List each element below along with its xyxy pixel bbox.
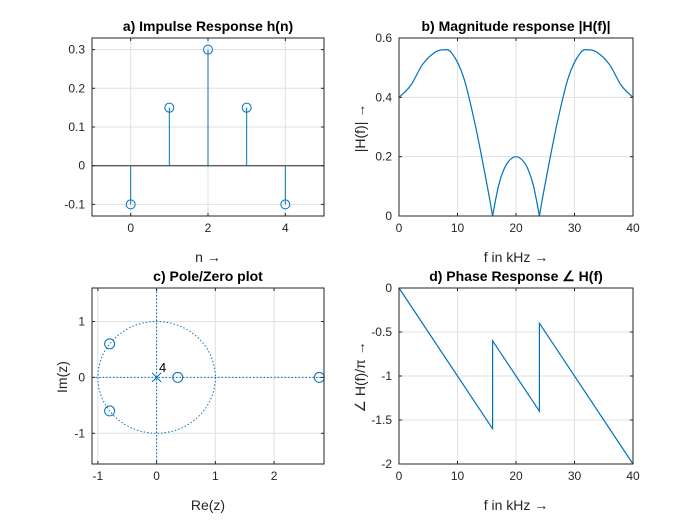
y-tick-label: 0 xyxy=(385,281,392,295)
axes-box xyxy=(91,287,325,465)
axes-box xyxy=(398,37,634,217)
zero-marker xyxy=(104,405,116,417)
x-tick-label: -1 xyxy=(93,469,104,483)
x-tick-label: 2 xyxy=(205,221,212,235)
y-axis-label: ∠ H(f)/π → xyxy=(352,341,368,412)
x-tick-label: 30 xyxy=(568,221,582,235)
x-axis-label: f in kHz → xyxy=(484,249,549,265)
x-tick-label: 20 xyxy=(509,469,523,483)
pole-multiplicity-label: 4 xyxy=(159,360,166,375)
unit-circle xyxy=(97,321,216,434)
x-tick-label: 0 xyxy=(127,221,134,235)
x-tick-label: 20 xyxy=(509,221,523,235)
x-tick-label: 0 xyxy=(153,469,160,483)
x-axis-label: Re(z) xyxy=(191,497,225,513)
y-tick-label: -0.5 xyxy=(371,325,392,339)
y-tick-label: 0 xyxy=(78,159,85,173)
y-tick-label: -1 xyxy=(74,426,85,440)
y-axis-label: |H(f)| → xyxy=(352,104,368,153)
y-axis-label: Im(z) xyxy=(54,361,70,393)
stem-marker xyxy=(280,199,291,210)
series-line xyxy=(398,287,634,465)
chart-title: d) Phase Response ∠ H(f) xyxy=(429,268,603,284)
stem-marker xyxy=(164,102,175,113)
panel-phase-response: d) Phase Response ∠ H(f) f in kHz → ∠ H(… xyxy=(352,268,603,513)
chart-title: c) Pole/Zero plot xyxy=(153,268,263,284)
x-tick-label: 10 xyxy=(451,221,465,235)
stem-marker xyxy=(203,44,213,55)
panel-magnitude-response: b) Magnitude response |H(f)| f in kHz → … xyxy=(352,18,611,265)
plot-area-a: 0 2 4 -0.1 0 0.1 0.2 0.3 xyxy=(64,37,325,235)
panel-impulse-response: a) Impulse Response h(n) n → xyxy=(123,18,293,265)
x-tick-label: 1 xyxy=(212,469,219,483)
y-tick-label: -0.1 xyxy=(64,197,85,211)
x-axis-label: f in kHz → xyxy=(484,497,549,513)
y-tick-label: -2 xyxy=(381,457,392,471)
plot-area-d: 0 10 20 30 40 -2 -1.5 -1 -0.5 0 xyxy=(371,281,640,483)
y-tick-label: -1 xyxy=(381,369,392,383)
y-tick-label: 0.2 xyxy=(375,150,392,164)
plot-area-b: 0 10 20 30 40 0 0.2 0.4 0.6 xyxy=(375,31,640,235)
panel-pole-zero-plot: c) Pole/Zero plot Re(z) Im(z) xyxy=(54,268,263,513)
y-tick-label: 0.6 xyxy=(375,31,392,45)
x-tick-label: 0 xyxy=(396,221,403,235)
y-tick-label: 0.1 xyxy=(68,120,85,134)
x-tick-label: 10 xyxy=(451,469,465,483)
x-tick-label: 2 xyxy=(271,469,278,483)
pole-marker-stroke xyxy=(151,372,162,383)
x-tick-label: 30 xyxy=(568,469,582,483)
chart-title: b) Magnitude response |H(f)| xyxy=(421,18,610,34)
y-tick-label: 0.4 xyxy=(375,90,392,104)
x-tick-label: 40 xyxy=(626,221,640,235)
plot-area-c: -1 0 1 2 -1 0 1 4 xyxy=(74,287,325,483)
pole-marker xyxy=(151,372,162,383)
y-tick-label: 0.2 xyxy=(68,81,85,95)
y-tick-label: 0 xyxy=(385,209,392,223)
y-tick-label: -1.5 xyxy=(371,413,392,427)
x-tick-label: 40 xyxy=(626,469,640,483)
zero-marker xyxy=(104,338,116,350)
zero-marker xyxy=(172,371,184,383)
y-tick-label: 0 xyxy=(78,370,85,384)
stem-marker xyxy=(241,102,252,113)
axes-background xyxy=(92,288,324,464)
series-line xyxy=(398,49,634,217)
axes-box xyxy=(398,287,634,465)
stem-marker xyxy=(125,199,136,210)
y-tick-label: 1 xyxy=(78,315,85,329)
x-axis-label: n → xyxy=(195,249,221,265)
x-tick-label: 0 xyxy=(396,469,403,483)
chart-title: a) Impulse Response h(n) xyxy=(123,18,293,34)
y-tick-label: 0.3 xyxy=(68,43,85,57)
x-tick-label: 4 xyxy=(282,221,289,235)
axes-box xyxy=(91,37,325,217)
